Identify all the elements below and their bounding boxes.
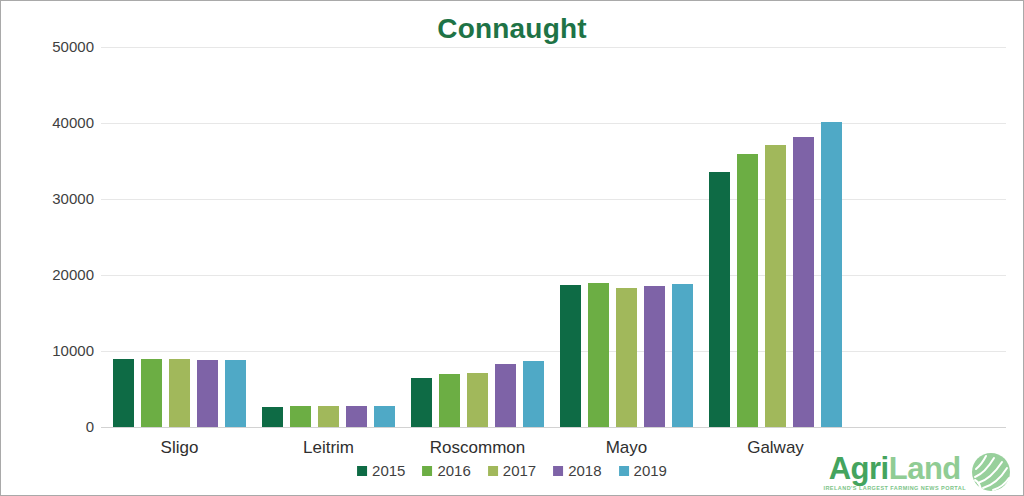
logo-text-agri: Agri xyxy=(829,451,889,486)
x-category-label-roscommon: Roscommon xyxy=(408,438,548,458)
bar-2015-sligo xyxy=(113,359,134,427)
y-tick-label: 0 xyxy=(1,419,94,435)
bar-2015-leitrim xyxy=(262,407,283,427)
bar-group-mayo xyxy=(560,47,693,427)
legend-item-2019: 2019 xyxy=(619,462,667,479)
bar-2019-roscommon xyxy=(523,361,544,427)
chart-frame: Connaught SligoLeitrimRoscommonMayoGalwa… xyxy=(0,0,1024,496)
bar-2015-mayo xyxy=(560,285,581,427)
legend-swatch-2017 xyxy=(488,466,498,476)
y-tick-label: 50000 xyxy=(1,39,94,55)
x-category-label-mayo: Mayo xyxy=(557,438,697,458)
bar-2017-sligo xyxy=(169,359,190,427)
bar-2017-leitrim xyxy=(318,406,339,427)
bar-group-galway xyxy=(709,47,842,427)
bar-2018-leitrim xyxy=(346,406,367,427)
bar-2016-mayo xyxy=(588,283,609,427)
y-tick-label: 20000 xyxy=(1,267,94,283)
legend-swatch-2019 xyxy=(619,466,629,476)
logo-text-land: Land xyxy=(889,451,961,486)
logo-brand: AgriLand xyxy=(829,454,961,484)
y-tick-label: 40000 xyxy=(1,115,94,131)
agriland-logo: AgriLand IRELAND'S LARGEST FARMING NEWS … xyxy=(823,452,1011,492)
bar-2019-sligo xyxy=(225,360,246,427)
legend: 2015 2016 2017 2018 2019 xyxy=(357,462,667,479)
bar-2018-sligo xyxy=(197,360,218,427)
bar-2017-galway xyxy=(765,145,786,427)
legend-item-2017: 2017 xyxy=(488,462,536,479)
x-category-label-leitrim: Leitrim xyxy=(259,438,399,458)
legend-swatch-2016 xyxy=(422,466,432,476)
legend-label-2015: 2015 xyxy=(372,462,405,479)
logo-tagline: IRELAND'S LARGEST FARMING NEWS PORTAL xyxy=(823,485,966,491)
legend-swatch-2015 xyxy=(357,466,367,476)
x-axis-line xyxy=(101,427,1006,428)
legend-item-2018: 2018 xyxy=(553,462,601,479)
bar-2015-galway xyxy=(709,172,730,427)
logo-text-block: AgriLand IRELAND'S LARGEST FARMING NEWS … xyxy=(823,454,966,491)
legend-item-2015: 2015 xyxy=(357,462,405,479)
bar-group-leitrim xyxy=(262,47,395,427)
y-tick-label: 10000 xyxy=(1,343,94,359)
bar-2019-galway xyxy=(821,122,842,427)
x-category-label-sligo: Sligo xyxy=(110,438,250,458)
bar-2018-mayo xyxy=(644,286,665,427)
legend-swatch-2018 xyxy=(553,466,563,476)
legend-item-2016: 2016 xyxy=(422,462,470,479)
bar-2018-roscommon xyxy=(495,364,516,427)
plot-area xyxy=(101,47,1006,427)
bar-group-sligo xyxy=(113,47,246,427)
bar-group-roscommon xyxy=(411,47,544,427)
bar-2017-roscommon xyxy=(467,373,488,427)
legend-label-2018: 2018 xyxy=(568,462,601,479)
legend-label-2019: 2019 xyxy=(634,462,667,479)
globe-leaf-icon xyxy=(971,452,1011,492)
bar-2019-mayo xyxy=(672,284,693,427)
bar-2017-mayo xyxy=(616,288,637,427)
bar-2016-sligo xyxy=(141,359,162,427)
legend-label-2017: 2017 xyxy=(503,462,536,479)
legend-label-2016: 2016 xyxy=(437,462,470,479)
bar-2019-leitrim xyxy=(374,406,395,427)
bar-2016-galway xyxy=(737,154,758,427)
chart-title: Connaught xyxy=(1,13,1023,45)
bar-2016-leitrim xyxy=(290,406,311,427)
bar-2016-roscommon xyxy=(439,374,460,427)
bar-2015-roscommon xyxy=(411,378,432,427)
bar-2018-galway xyxy=(793,137,814,427)
y-tick-label: 30000 xyxy=(1,191,94,207)
